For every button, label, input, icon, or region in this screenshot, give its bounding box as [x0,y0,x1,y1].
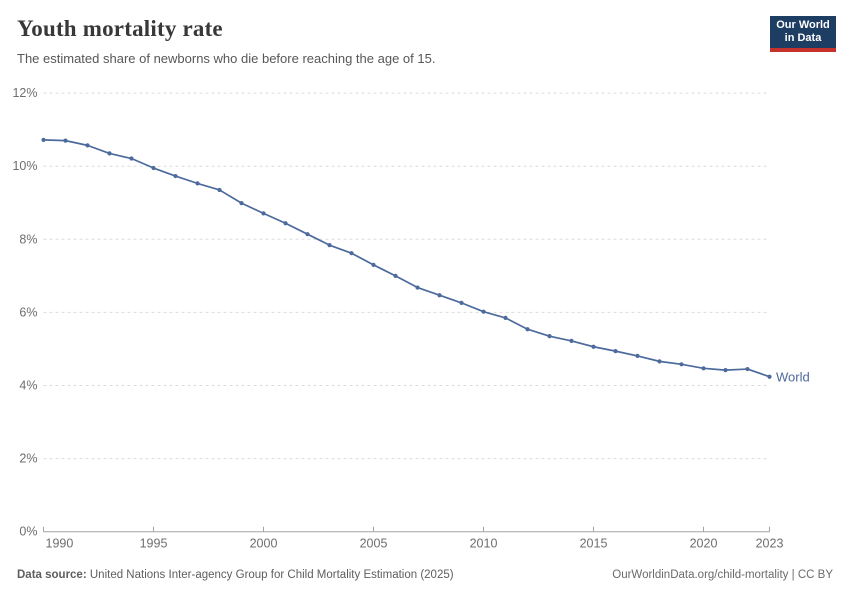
data-point[interactable] [107,151,112,156]
footer-credits: OurWorldinData.org/child-mortality | CC … [612,568,833,583]
data-point[interactable] [305,232,310,237]
data-point[interactable] [481,309,486,314]
data-point[interactable] [415,285,420,290]
data-point[interactable] [41,137,46,142]
data-point[interactable] [525,327,530,332]
data-source-note: Data source: United Nations Inter-agency… [17,568,454,583]
y-axis-label: 4% [19,379,37,393]
data-point[interactable] [437,293,442,298]
data-point[interactable] [173,173,178,179]
data-point[interactable] [679,362,684,367]
data-point[interactable] [283,221,288,226]
data-source-text: United Nations Inter-agency Group for Ch… [89,569,454,581]
data-point[interactable] [503,315,508,320]
x-axis-label: 2005 [360,537,388,551]
data-point[interactable] [613,349,618,354]
data-point[interactable] [239,201,244,206]
data-point[interactable] [217,187,222,193]
data-point[interactable] [393,273,398,278]
x-axis-label: 2023 [756,537,784,551]
y-axis-label: 6% [19,305,37,319]
data-point[interactable] [195,181,200,186]
series-line-world[interactable] [42,139,771,378]
data-point[interactable] [63,138,68,143]
y-axis-label: 10% [12,159,37,173]
data-point[interactable] [327,243,332,248]
chart-title: Youth mortality rate [17,16,223,41]
data-point[interactable] [151,165,156,171]
owid-logo[interactable]: Our World in Data [770,16,836,52]
data-point[interactable] [569,338,574,344]
data-source-label: Data source: [17,569,87,581]
y-axis-label: 12% [12,86,37,100]
y-axis-label: 2% [19,452,37,466]
chart-url-link[interactable]: OurWorldinData.org/child-mortality [612,569,789,581]
chart-canvas: 0% 2% 4% 6% 8% 10% 12% 1990 1995 2000 2005 2010 2015… [12,86,810,551]
x-axis-label: 2000 [250,537,278,551]
license-separator: | [791,569,795,581]
owid-logo-line1: Our World [776,19,830,31]
data-point[interactable] [701,366,706,371]
data-point[interactable] [635,353,640,358]
y-axis-label: 0% [19,525,37,539]
data-point[interactable] [349,251,354,256]
data-point[interactable] [371,262,376,267]
data-point[interactable] [591,344,596,349]
data-point[interactable] [657,359,662,364]
data-point[interactable] [261,211,266,216]
data-point[interactable] [745,366,750,372]
data-point[interactable] [767,374,772,379]
data-point[interactable] [129,156,134,161]
y-axis-label: 8% [19,232,37,246]
data-point[interactable] [723,368,728,373]
chart-header: Youth mortality rate The estimated share… [17,14,757,67]
series-label-world[interactable]: World [776,370,810,385]
x-axis-label: 2015 [580,537,608,551]
chart-footer: Data source: United Nations Inter-agency… [17,568,833,583]
x-axis-label: 2020 [690,537,718,551]
data-point[interactable] [459,300,464,305]
license-label: CC BY [797,569,833,581]
data-point[interactable] [85,143,90,148]
owid-logo-line2: in Data [784,32,822,44]
x-axis-label: 1995 [140,537,168,551]
x-axis-label: 1990 [46,537,74,551]
x-axis-label: 2010 [470,537,498,551]
data-point[interactable] [547,334,552,339]
chart-subtitle: The estimated share of newborns who die … [17,51,436,66]
